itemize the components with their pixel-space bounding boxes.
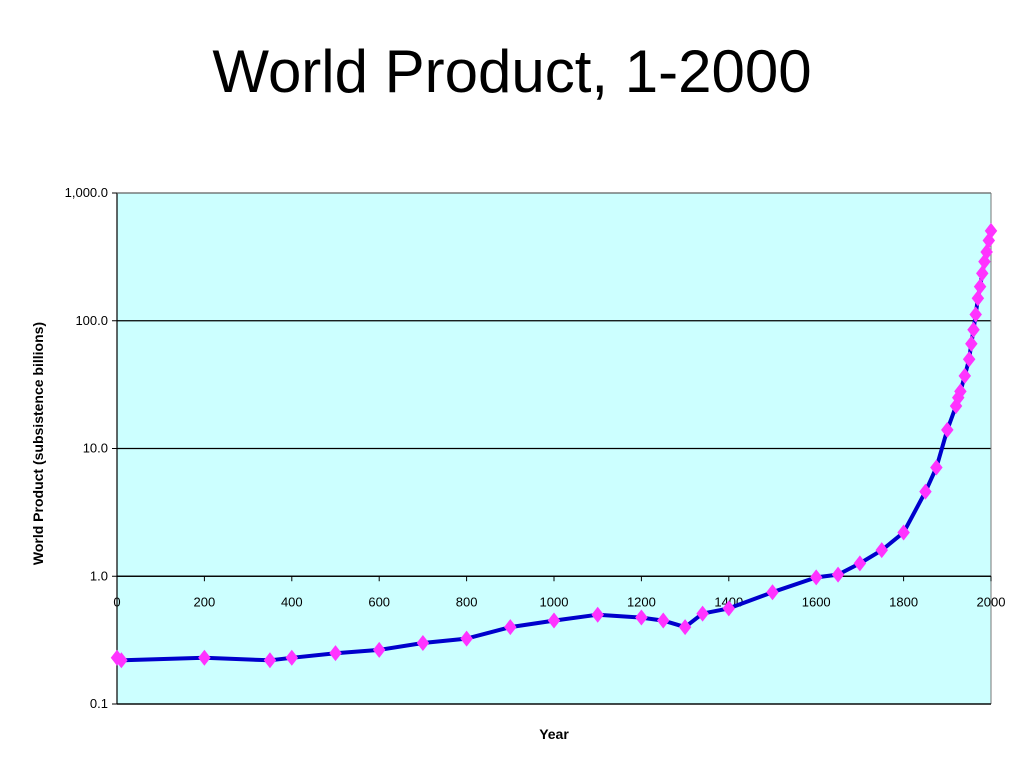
x-tick-label: 1800 [889, 594, 918, 609]
data-point [696, 605, 709, 622]
data-point [967, 321, 980, 338]
data-point [766, 584, 779, 601]
data-point [460, 630, 473, 647]
data-point [263, 652, 277, 669]
data-point [831, 566, 845, 583]
data-point [930, 459, 943, 476]
data-point [198, 649, 211, 666]
data-point [678, 619, 692, 636]
y-tick-label: 0.1 [90, 696, 108, 711]
data-point [547, 612, 561, 629]
data-point [809, 569, 823, 586]
data-point [954, 383, 967, 400]
data-point [965, 335, 978, 352]
x-tick-label: 1600 [802, 594, 831, 609]
x-tick-label: 1200 [627, 594, 656, 609]
y-tick-label: 100.0 [75, 313, 108, 328]
slide-title: World Product, 1-2000 [212, 38, 812, 105]
data-markers [110, 222, 998, 669]
data-point [329, 645, 342, 662]
x-tick-label: 200 [194, 594, 216, 609]
x-axis-label: Year [539, 726, 569, 742]
data-point [875, 542, 888, 559]
x-tick-label: 600 [368, 594, 390, 609]
y-axis-label: World Product (subsistence billions) [30, 322, 46, 565]
data-point [962, 351, 976, 368]
y-tick-label: 1,000.0 [65, 185, 108, 200]
data-point [657, 612, 670, 629]
data-point [976, 265, 989, 282]
data-point [951, 389, 965, 406]
data-point [973, 278, 987, 295]
data-point [591, 606, 604, 623]
x-tick-label: 0 [113, 594, 120, 609]
data-point [504, 619, 517, 636]
data-point [416, 635, 430, 652]
data-point [958, 367, 972, 384]
data-point [115, 652, 128, 669]
x-tick-label: 2000 [977, 594, 1006, 609]
data-point [919, 483, 932, 500]
data-point [635, 609, 648, 626]
y-tick-label: 10.0 [83, 441, 108, 456]
x-tick-label: 400 [281, 594, 303, 609]
data-point [853, 555, 867, 572]
data-point [722, 600, 736, 617]
y-axis-ticks: 0.1 1.0 10.0 100.0 1,000.0 [65, 185, 117, 711]
data-point [897, 524, 910, 541]
x-tick-label: 1000 [540, 594, 569, 609]
data-point [285, 649, 299, 666]
data-point [372, 641, 386, 658]
data-point [949, 398, 963, 415]
data-point [980, 244, 993, 261]
data-point [971, 290, 985, 307]
y-tick-label: 1.0 [90, 568, 108, 583]
data-point [941, 421, 954, 438]
data-point [984, 222, 998, 239]
x-tick-label: 800 [456, 594, 478, 609]
data-point [969, 306, 982, 323]
